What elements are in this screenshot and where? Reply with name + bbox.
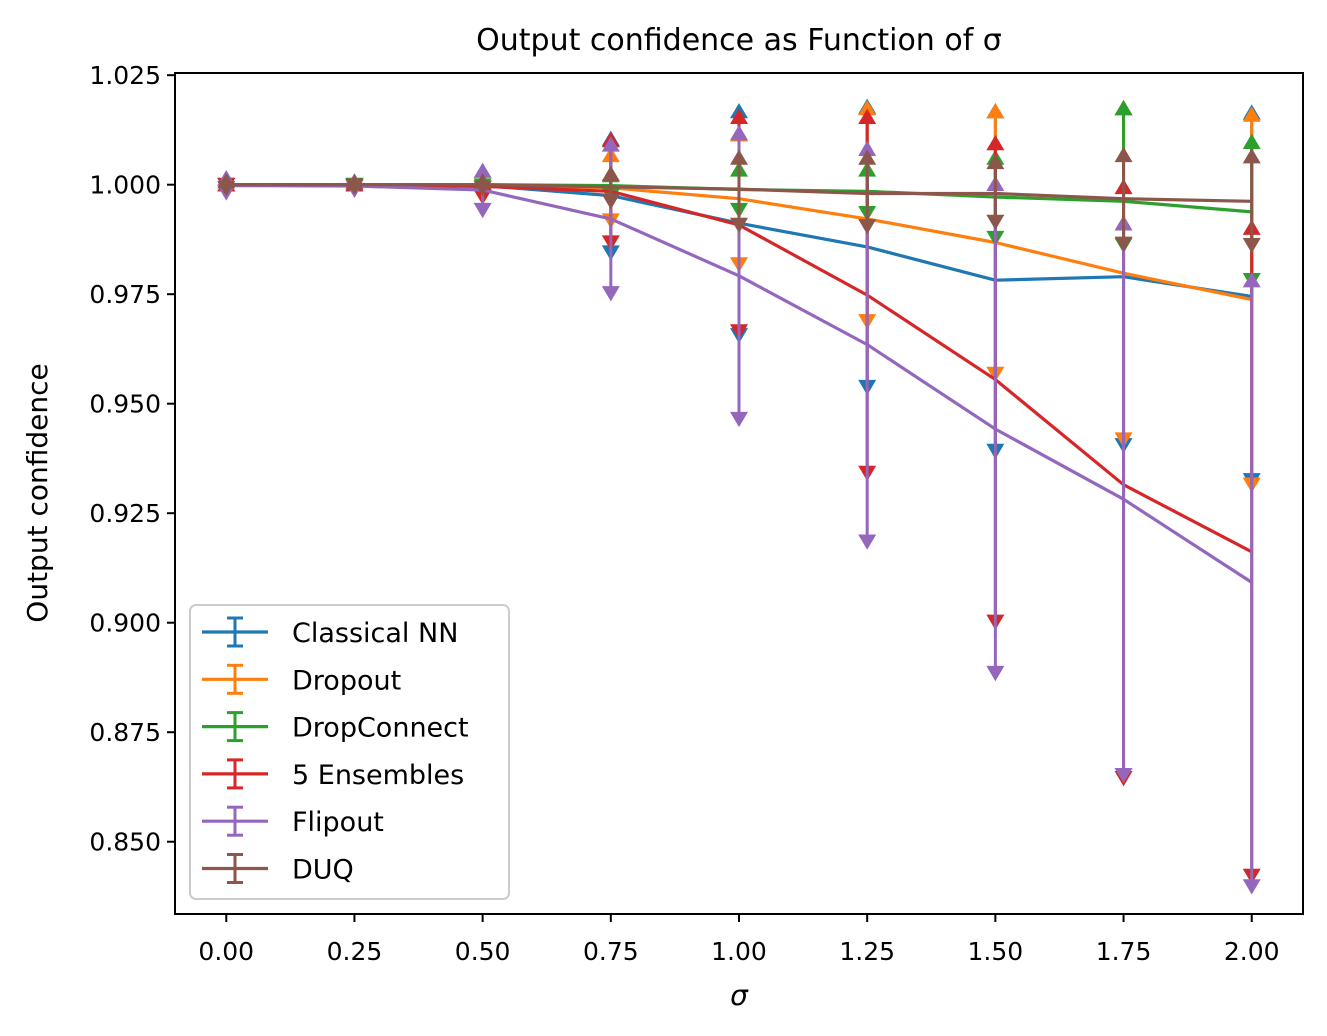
error-cap-upper xyxy=(1114,146,1133,163)
y-axis-label: Output confidence xyxy=(21,363,54,622)
legend-label: Dropout xyxy=(292,665,401,696)
error-cap-lower xyxy=(1114,767,1133,784)
y-tick-label: 0.875 xyxy=(89,718,161,747)
axes: 0.00 0.25 0.50 0.75 1.00 1.25 1.50 1.75 2.00 0.85… xyxy=(89,61,1279,966)
error-cap-lower xyxy=(1242,237,1261,254)
error-cap-upper xyxy=(1242,106,1261,122)
error-cap-upper xyxy=(858,149,877,165)
x-tick-label: 0.75 xyxy=(583,937,639,966)
x-tick-label: 0.50 xyxy=(455,937,511,966)
legend: Classical NN Dropout DropConnect 5 Ensemble… xyxy=(189,604,510,900)
x-tick-label: 1.25 xyxy=(839,937,895,966)
y-tick-label: 0.850 xyxy=(89,828,161,857)
x-tick-label: 1.50 xyxy=(968,937,1024,966)
error-cap-lower xyxy=(1242,879,1261,895)
error-cap-lower xyxy=(986,214,1005,231)
legend-item: DUQ xyxy=(202,853,354,886)
x-tick-label: 0.25 xyxy=(327,937,383,966)
legend-item: DropConnect xyxy=(202,711,469,744)
chart-title: Output confidence as Function of σ xyxy=(476,23,1002,58)
error-cap-lower xyxy=(858,219,877,235)
error-cap-upper xyxy=(858,108,877,125)
y-tick-label: 0.925 xyxy=(89,499,161,528)
y-tick-label: 1.000 xyxy=(89,171,161,200)
error-cap-upper xyxy=(473,162,492,178)
error-cap-upper xyxy=(986,134,1005,151)
error-cap-lower xyxy=(858,534,877,550)
x-tick-label: 0.00 xyxy=(198,937,254,966)
error-cap-upper xyxy=(1114,99,1133,116)
error-cap-lower xyxy=(986,665,1005,682)
x-axis-label: σ xyxy=(730,979,749,1012)
error-cap-upper xyxy=(730,149,748,165)
legend-label: DUQ xyxy=(292,855,354,886)
error-cap-lower xyxy=(1114,236,1133,252)
error-cap-lower xyxy=(730,217,748,234)
error-cap-upper xyxy=(858,140,877,156)
y-tick-label: 1.025 xyxy=(89,61,161,90)
legend-item: Classical NN xyxy=(202,616,458,649)
error-cap-upper xyxy=(730,108,748,125)
error-cap-lower xyxy=(473,202,492,219)
y-tick-label: 0.950 xyxy=(89,390,161,419)
error-cap-upper xyxy=(730,124,748,141)
x-tick-label: 2.00 xyxy=(1224,937,1280,966)
series-duq xyxy=(217,146,1261,254)
legend-label: DropConnect xyxy=(292,713,469,744)
x-tick-label: 1.00 xyxy=(711,937,767,966)
error-cap-lower xyxy=(730,411,748,428)
y-tick-label: 0.975 xyxy=(89,280,161,309)
legend-label: Flipout xyxy=(292,807,384,838)
legend-item: Flipout xyxy=(202,805,384,838)
legend-item: Dropout xyxy=(202,663,401,696)
x-tick-label: 1.75 xyxy=(1096,937,1152,966)
error-cap-upper xyxy=(1242,133,1261,149)
error-cap-lower xyxy=(601,194,620,210)
y-tick-label: 0.900 xyxy=(89,609,161,638)
error-cap-upper xyxy=(601,165,620,181)
legend-box xyxy=(189,604,510,900)
error-cap-upper xyxy=(1242,148,1261,164)
error-cap-upper xyxy=(986,103,1005,119)
legend-label: Classical NN xyxy=(292,618,458,649)
error-cap-upper xyxy=(1242,272,1261,288)
error-cap-upper xyxy=(601,136,620,152)
legend-item: 5 Ensembles xyxy=(202,758,464,791)
legend-label: 5 Ensembles xyxy=(292,760,464,791)
error-cap-upper xyxy=(858,99,877,116)
series-layer xyxy=(217,98,1261,895)
error-cap-upper xyxy=(986,153,1005,170)
error-cap-lower xyxy=(601,286,620,302)
